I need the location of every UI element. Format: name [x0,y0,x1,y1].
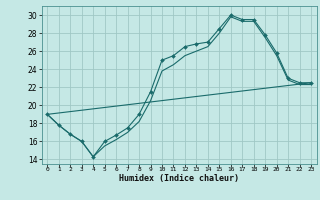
X-axis label: Humidex (Indice chaleur): Humidex (Indice chaleur) [119,174,239,183]
